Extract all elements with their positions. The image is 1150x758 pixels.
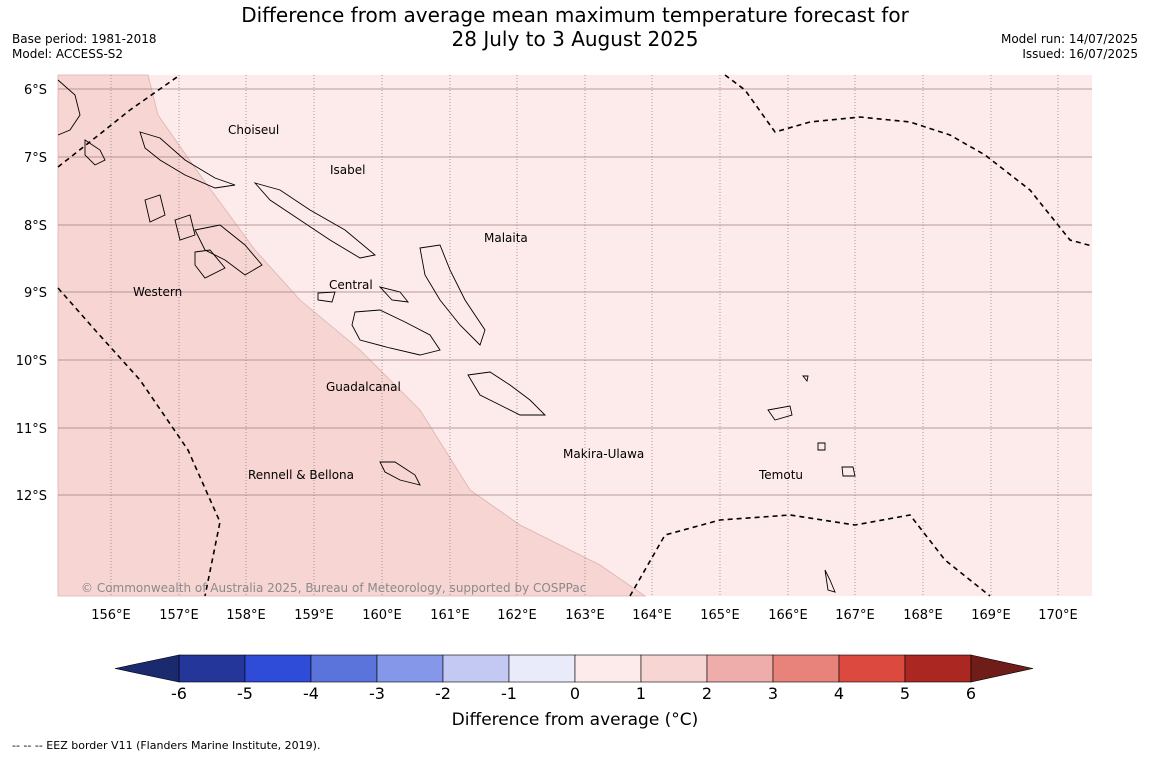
anomaly-zone-1-2 (57, 74, 647, 597)
colorbar-segment (310, 654, 378, 683)
region-label-temotu: Temotu (758, 468, 803, 482)
colorbar-segment (838, 654, 906, 683)
lat-tick-label: 11°S (16, 422, 47, 437)
colorbar-tick-label: -4 (303, 684, 319, 703)
colorbar-over-arrow (970, 654, 1034, 683)
colorbar-tick-label: -6 (171, 684, 187, 703)
base-period: Base period: 1981-2018 (12, 32, 157, 46)
lon-tick-label: 164°E (632, 608, 672, 623)
colorbar-tick-label: 5 (900, 684, 910, 703)
lon-tick-label: 159°E (294, 608, 334, 623)
lon-tick-label: 162°E (497, 608, 537, 623)
eez-border (57, 74, 1093, 597)
chart-title: Difference from average mean maximum tem… (0, 3, 1150, 51)
latitude-lines (58, 88, 1092, 496)
model-info: Base period: 1981-2018 Model: ACCESS-S2 (12, 32, 157, 62)
coastlines (57, 79, 856, 593)
lon-tick-label: 160°E (362, 608, 402, 623)
lat-tick-label: 7°S (24, 151, 47, 166)
title-line-2: 28 July to 3 August 2025 (451, 27, 699, 51)
lon-tick-label: 157°E (159, 608, 199, 623)
colorbar-segment (244, 654, 312, 683)
run-info: Model run: 14/07/2025 Issued: 16/07/2025 (1001, 32, 1138, 62)
colorbar-title: Difference from average (°C) (451, 710, 699, 730)
colorbar-tick-label: 0 (570, 684, 580, 703)
colorbar-segment (772, 654, 840, 683)
lat-tick-label: 12°S (16, 489, 47, 504)
colorbar-tick-label: -2 (435, 684, 451, 703)
colorbar-segment (574, 654, 642, 683)
region-label-makira-ulawa: Makira-Ulawa (563, 447, 644, 461)
region-label-central: Central (329, 278, 373, 292)
colorbar-segment (640, 654, 708, 683)
colorbar-segment (376, 654, 444, 683)
region-label-guadalcanal: Guadalcanal (326, 380, 401, 394)
colorbar-tick-label: 6 (966, 684, 976, 703)
lat-tick-label: 8°S (24, 219, 47, 234)
colorbar-under-arrow (114, 654, 180, 683)
lon-tick-label: 156°E (91, 608, 131, 623)
colorbar-tick-label: -3 (369, 684, 385, 703)
lon-tick-label: 169°E (971, 608, 1011, 623)
eez-footnote: -- -- -- EEZ border V11 (Flanders Marine… (12, 739, 321, 752)
copyright-notice: © Commonwealth of Australia 2025, Bureau… (81, 581, 586, 595)
lon-tick-label: 166°E (768, 608, 808, 623)
region-label-rennell-bellona: Rennell & Bellona (248, 468, 354, 482)
lon-tick-label: 170°E (1038, 608, 1078, 623)
lat-tick-label: 9°S (24, 286, 47, 301)
colorbar-tick-label: 2 (702, 684, 712, 703)
colorbar-tick-label: 1 (636, 684, 646, 703)
region-label-western: Western (133, 285, 182, 299)
colorbar-segment (178, 654, 246, 683)
lon-tick-label: 167°E (835, 608, 875, 623)
colorbar (114, 654, 1034, 683)
lat-tick-label: 10°S (16, 354, 47, 369)
lon-tick-label: 163°E (565, 608, 605, 623)
colorbar-segment (706, 654, 774, 683)
region-labels: Choiseul Isabel Malaita Western Central … (133, 123, 803, 482)
region-label-malaita: Malaita (484, 231, 528, 245)
lat-tick-label: 6°S (24, 83, 47, 98)
model-run: Model run: 14/07/2025 (1000, 32, 1138, 46)
lon-tick-label: 161°E (430, 608, 470, 623)
region-label-choiseul: Choiseul (228, 123, 279, 137)
model-name: Model: ACCESS-S2 (12, 47, 124, 61)
colorbar-tick-label: -5 (237, 684, 253, 703)
lon-tick-label: 168°E (903, 608, 943, 623)
colorbar-tick-label: 3 (768, 684, 778, 703)
colorbar-segment (442, 654, 510, 683)
colorbar-tick-label: -1 (501, 684, 517, 703)
longitude-tick-labels: 156°E 157°E 158°E 159°E 160°E 161°E 162°… (91, 608, 1078, 623)
latitude-tick-labels: 6°S 7°S 8°S 9°S 10°S 11°S 12°S (16, 83, 47, 504)
region-label-isabel: Isabel (330, 163, 365, 177)
issued-date: Issued: 16/07/2025 (1022, 47, 1138, 61)
title-line-1: Difference from average mean maximum tem… (241, 3, 909, 27)
colorbar-tick-labels: -6 -5 -4 -3 -2 -1 0 1 2 3 4 5 6 (171, 684, 976, 703)
colorbar-tick-label: 4 (834, 684, 844, 703)
lon-tick-label: 158°E (226, 608, 266, 623)
colorbar-segment (904, 654, 972, 683)
map-panel: Choiseul Isabel Malaita Western Central … (57, 74, 1093, 597)
lon-tick-label: 165°E (700, 608, 740, 623)
colorbar-segment (508, 654, 576, 683)
